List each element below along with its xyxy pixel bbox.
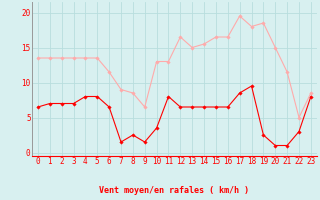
X-axis label: Vent moyen/en rafales ( km/h ): Vent moyen/en rafales ( km/h ) [100, 186, 249, 195]
